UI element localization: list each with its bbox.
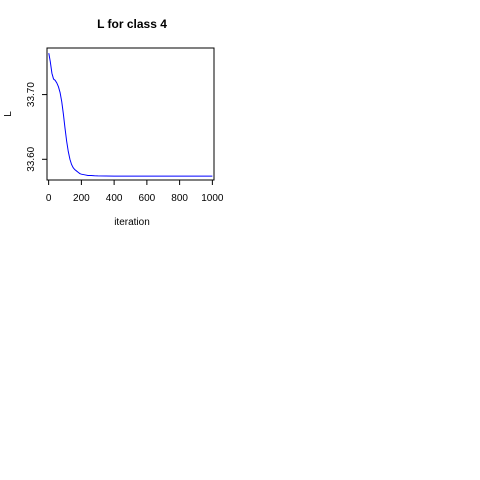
y-axis: 33.60 33.70: [26, 82, 48, 172]
chart-title: L for class 4: [97, 17, 167, 31]
x-tick-label-5: 1000: [201, 193, 224, 204]
y-axis-label: L: [3, 111, 14, 117]
x-tick-label-1: 200: [73, 193, 90, 204]
series-layer: [48, 53, 213, 177]
plot-frame: [46, 47, 215, 181]
series-line-0: [48, 53, 213, 177]
x-tick-label-0: 0: [46, 193, 52, 204]
x-axis-label: iteration: [114, 217, 150, 228]
x-tick-label-4: 800: [171, 193, 188, 204]
x-tick-label-3: 600: [139, 193, 156, 204]
y-tick-label-0: 33.60: [26, 146, 37, 171]
x-axis: 0 200 400 600 800 1000: [46, 179, 224, 204]
y-tick-label-1: 33.70: [26, 82, 37, 107]
x-tick-label-2: 400: [106, 193, 123, 204]
